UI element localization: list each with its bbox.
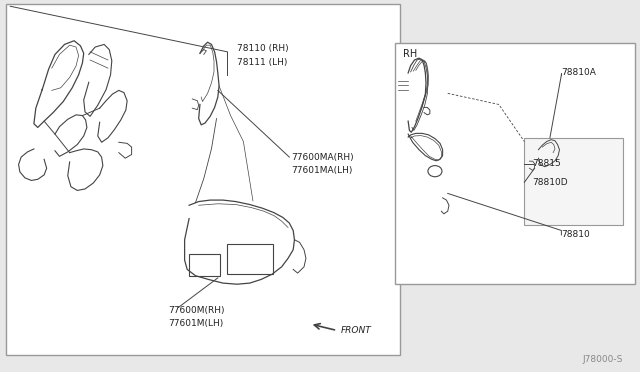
Text: 77600MA(RH): 77600MA(RH) xyxy=(291,153,354,161)
Text: 78110 (RH): 78110 (RH) xyxy=(237,44,289,53)
Text: 77601M(LH): 77601M(LH) xyxy=(168,319,223,328)
Text: 78810D: 78810D xyxy=(532,178,568,187)
Bar xyxy=(396,43,635,284)
Text: 77601MA(LH): 77601MA(LH) xyxy=(291,166,353,175)
Bar xyxy=(227,244,273,274)
Text: J78000-S: J78000-S xyxy=(583,355,623,364)
Text: 77600M(RH): 77600M(RH) xyxy=(168,306,225,315)
Text: 78810: 78810 xyxy=(561,230,590,240)
Bar xyxy=(6,4,401,355)
Text: 78111 (LH): 78111 (LH) xyxy=(237,58,287,67)
Text: 78810A: 78810A xyxy=(561,68,596,77)
Text: RH: RH xyxy=(403,49,417,59)
Text: 78815: 78815 xyxy=(532,159,561,168)
Text: FRONT: FRONT xyxy=(340,326,371,335)
Bar xyxy=(524,138,623,225)
Bar xyxy=(189,254,220,276)
Ellipse shape xyxy=(428,166,442,177)
